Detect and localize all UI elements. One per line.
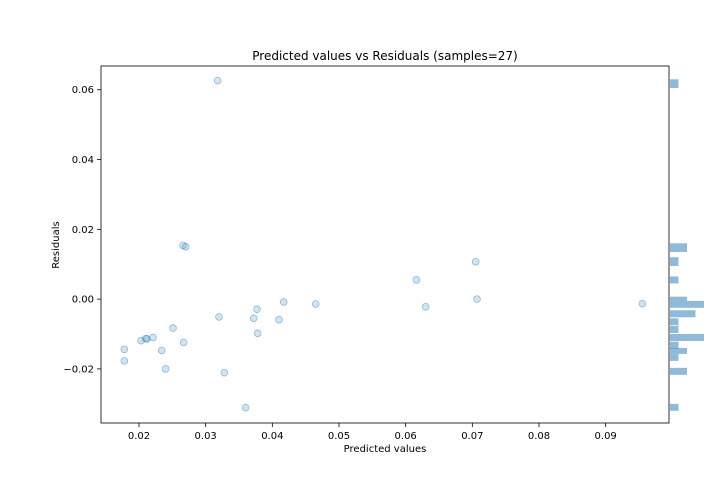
- histogram-bar-1: [670, 79, 679, 88]
- scatter-point-17: [149, 333, 157, 342]
- scatter-point-9: [311, 300, 320, 308]
- x-tick-label: 0.06: [395, 431, 417, 442]
- y-tick-label: 0.04: [72, 155, 94, 166]
- scatter-point-11: [253, 305, 261, 314]
- scatter-point-16: [169, 324, 177, 332]
- histogram-bar-12: [670, 347, 687, 354]
- histogram-bar-2: [670, 243, 687, 253]
- scatter-point-26: [241, 403, 250, 412]
- y-tick-label: −0.02: [63, 364, 94, 375]
- scatter-point-27: [143, 335, 151, 343]
- scatter-point-1: [213, 76, 222, 85]
- x-tick-label: 0.02: [128, 431, 150, 442]
- scatter-point-24: [161, 365, 170, 373]
- x-tick-label: 0.08: [528, 431, 550, 442]
- x-axis-ticks: 0.02 0.03 0.04 0.05 0.06 0.07 0.08 0.09: [128, 423, 617, 442]
- histogram-bar-4: [670, 276, 679, 284]
- y-tick-label: 0.00: [72, 295, 94, 306]
- scatter-point-12: [215, 313, 223, 321]
- scatter-point-4: [412, 276, 421, 284]
- x-tick-label: 0.07: [461, 431, 483, 442]
- plot-area-frame: [100, 65, 670, 424]
- scatter-point-15: [253, 329, 262, 338]
- histogram-bar-8: [670, 318, 679, 326]
- scatter-point-25: [220, 368, 229, 377]
- scatter-point-6: [473, 295, 481, 303]
- scatter-point-3: [181, 242, 190, 251]
- scatter-point-10: [421, 302, 430, 311]
- scatter-point-14: [275, 315, 283, 324]
- histogram-bar-3: [670, 257, 679, 266]
- histogram-bar-10: [670, 334, 704, 341]
- histogram-bar-7: [670, 310, 696, 318]
- histogram-bar-9: [670, 325, 679, 333]
- scatter-point-18: [141, 334, 150, 343]
- y-tick-label: 0.02: [72, 225, 94, 236]
- x-tick-label: 0.04: [261, 431, 283, 442]
- histogram-bar-6: [670, 300, 704, 308]
- x-tick-label: 0.09: [595, 431, 617, 442]
- scatter-point-2: [179, 241, 187, 250]
- scatter-point-8: [279, 298, 288, 306]
- histogram-bar-5: [670, 296, 687, 301]
- x-axis-label: Predicted values: [344, 444, 427, 455]
- x-tick-label: 0.05: [328, 431, 350, 442]
- histogram-bar-13: [670, 353, 679, 361]
- x-tick-label: 0.03: [195, 431, 217, 442]
- y-axis-ticks: −0.02 0.00 0.02 0.04 0.06: [63, 85, 101, 375]
- scatter-points: [120, 76, 647, 412]
- scatter-point-19: [137, 336, 145, 345]
- scatter-point-20: [179, 338, 188, 347]
- scatter-point-7: [638, 299, 647, 308]
- y-axis-label: Residuals: [51, 221, 62, 268]
- y-tick-label: 0.06: [72, 85, 94, 96]
- histogram-bar-14: [670, 367, 687, 375]
- histogram-bar-11: [670, 341, 679, 349]
- residual-histogram: [670, 79, 704, 411]
- scatter-point-5: [471, 257, 480, 266]
- scatter-point-21: [120, 345, 129, 354]
- scatter-point-23: [120, 357, 129, 365]
- chart-title: Predicted values vs Residuals (samples=2…: [252, 49, 517, 63]
- scatter-point-22: [157, 346, 166, 355]
- scatter-point-13: [249, 314, 258, 323]
- histogram-bar-15: [670, 403, 679, 411]
